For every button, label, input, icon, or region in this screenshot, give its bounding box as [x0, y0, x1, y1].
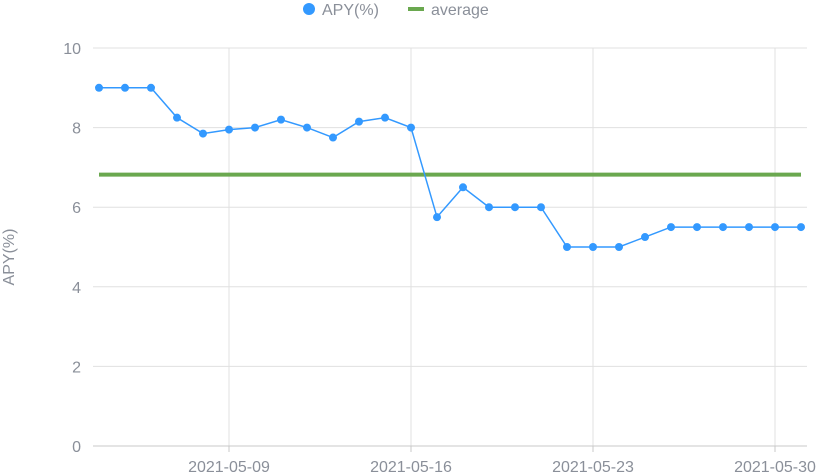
legend-average-label: average	[431, 2, 489, 19]
apy-data-point[interactable]	[407, 123, 415, 132]
apy-data-point[interactable]	[251, 123, 259, 132]
apy-data-point[interactable]	[199, 129, 207, 138]
y-tick-label: 10	[63, 41, 81, 58]
apy-data-point[interactable]	[95, 83, 103, 92]
apy-data-point[interactable]	[511, 203, 519, 212]
apy-data-point[interactable]	[329, 133, 337, 142]
apy-data-point[interactable]	[303, 123, 311, 132]
apy-data-point[interactable]	[797, 223, 805, 232]
legend: APY(%) average	[303, 2, 489, 19]
apy-data-point[interactable]	[719, 223, 727, 232]
y-tick-label: 0	[72, 439, 81, 456]
apy-data-point[interactable]	[537, 203, 545, 212]
apy-data-point[interactable]	[615, 243, 623, 251]
apy-data-point[interactable]	[641, 233, 649, 242]
x-tick-label: 2021-05-30	[734, 459, 816, 474]
apy-data-point[interactable]	[277, 115, 285, 124]
apy-data-point[interactable]	[459, 183, 467, 192]
axes: 0 2 4 6 8 10 2021-05-09 2021-05-16 2021-05-23 202…	[63, 41, 816, 474]
x-tick-label: 2021-05-23	[552, 459, 634, 474]
y-tick-label: 6	[72, 200, 81, 217]
apy-data-point[interactable]	[771, 223, 779, 232]
apy-data-point[interactable]	[667, 223, 675, 232]
legend-average-marker	[408, 7, 424, 11]
x-tick-label: 2021-05-16	[370, 459, 452, 474]
series-layer	[95, 83, 805, 251]
apy-data-point[interactable]	[173, 113, 181, 122]
grid	[93, 47, 807, 447]
apy-data-point[interactable]	[381, 113, 389, 122]
legend-apy-label: APY(%)	[322, 2, 379, 19]
apy-data-point[interactable]	[485, 203, 493, 212]
apy-data-point[interactable]	[589, 243, 597, 251]
apy-data-point[interactable]	[121, 83, 129, 92]
series-apy-line	[99, 87, 801, 248]
y-tick-label: 8	[72, 121, 81, 138]
apy-data-point[interactable]	[433, 213, 441, 222]
y-axis-label: APY(%)	[1, 229, 18, 286]
apy-data-point[interactable]	[225, 125, 233, 134]
y-tick-label: 2	[72, 359, 81, 376]
apy-data-point[interactable]	[355, 117, 363, 126]
apy-data-point[interactable]	[147, 83, 155, 92]
apy-data-point[interactable]	[693, 223, 701, 232]
y-tick-label: 4	[72, 280, 81, 297]
x-tick-label: 2021-05-09	[188, 459, 270, 474]
apy-data-point[interactable]	[745, 223, 753, 232]
apy-data-point[interactable]	[563, 243, 571, 251]
legend-apy-marker	[303, 3, 315, 15]
